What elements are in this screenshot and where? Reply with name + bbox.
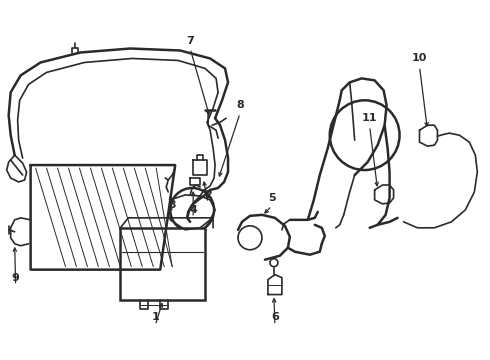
Text: 5: 5	[268, 193, 276, 203]
Text: 4: 4	[189, 205, 197, 215]
Text: 1: 1	[151, 312, 159, 323]
Text: 8: 8	[236, 100, 244, 110]
Circle shape	[330, 100, 399, 170]
Text: 11: 11	[362, 113, 377, 123]
Circle shape	[270, 259, 278, 267]
Text: 7: 7	[186, 36, 194, 46]
Text: 9: 9	[12, 273, 20, 283]
Text: 10: 10	[412, 54, 427, 63]
Bar	[121, 228, 205, 300]
Text: 2: 2	[204, 190, 212, 200]
Text: 3: 3	[169, 200, 176, 210]
Circle shape	[170, 188, 214, 232]
Circle shape	[238, 226, 262, 250]
Text: 6: 6	[271, 312, 279, 323]
